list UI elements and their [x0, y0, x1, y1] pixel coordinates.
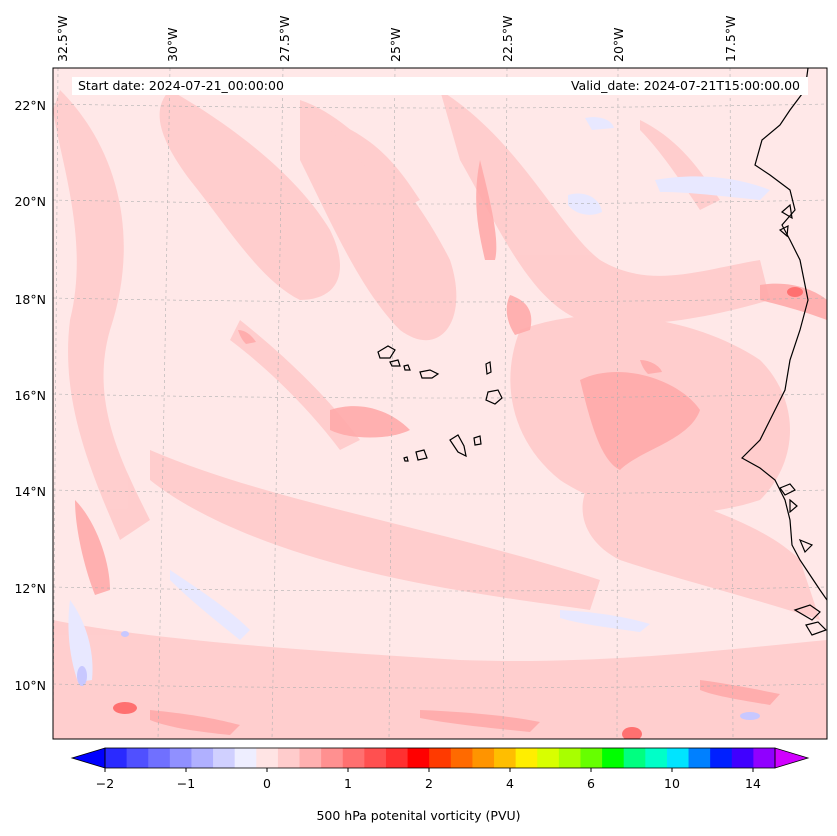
lat-label: 14°N: [14, 484, 46, 499]
colorbar-tick-label: 14: [745, 776, 761, 791]
valid-date: Valid_date: 2024-07-21T15:00:00.00: [570, 78, 800, 93]
lon-label: 20°W: [611, 27, 626, 62]
colorbar-cell: [364, 748, 387, 768]
colorbar-cell: [234, 748, 257, 768]
latitude-labels: 22°N 20°N 18°N 16°N 14°N 12°N 10°N: [14, 98, 46, 693]
colorbar-cell: [558, 748, 581, 768]
lon-label: 27.5°W: [277, 16, 292, 62]
colorbar-outline: [104, 747, 776, 769]
info-banner: Start date: 2024-07-21_00:00:00 Valid_da…: [72, 77, 808, 95]
map-frame: [52, 67, 828, 740]
lon-label: 22.5°W: [500, 16, 515, 62]
colorbar-ticks: [104, 768, 754, 772]
lat-label: 10°N: [14, 678, 46, 693]
colorbar-tick-label: 1: [344, 776, 352, 791]
colorbar-cell: [753, 748, 776, 768]
lon-label: 30°W: [165, 27, 180, 62]
colorbar-cell: [213, 748, 236, 768]
colorbar-cell: [623, 748, 646, 768]
colorbar-cell: [472, 748, 495, 768]
colorbar-label: 500 hPa potenital vorticity (PVU): [316, 808, 521, 823]
colorbar-tick-label: 4: [506, 776, 514, 791]
colorbar: −2 −1 0 1 2 4 6 10 14: [70, 747, 810, 791]
colorbar-cell: [148, 748, 171, 768]
colorbar-cell: [191, 748, 214, 768]
longitude-labels: 32.5°W 30°W 27.5°W 25°W 22.5°W 20°W 17.5…: [55, 16, 738, 62]
colorbar-tick-label: −1: [177, 776, 195, 791]
colorbar-tick-label: 10: [664, 776, 680, 791]
colorbar-tick-labels: −2 −1 0 1 2 4 6 10 14: [96, 776, 761, 791]
colorbar-cell: [126, 748, 149, 768]
colorbar-cell: [602, 748, 625, 768]
colorbar-cell: [450, 748, 473, 768]
colorbar-cell: [580, 748, 603, 768]
colorbar-cell: [537, 748, 560, 768]
coastline: [741, 68, 827, 636]
colorbar-tick-label: 6: [587, 776, 595, 791]
lon-label: 25°W: [388, 27, 403, 62]
colorbar-cell: [666, 748, 690, 768]
lon-label: 17.5°W: [723, 16, 738, 62]
pv-field: [53, 68, 827, 739]
colorbar-cell: [321, 748, 344, 768]
colorbar-cell: [385, 748, 409, 768]
colorbar-cell: [731, 748, 754, 768]
colorbar-cell: [515, 748, 538, 768]
lat-label: 18°N: [14, 292, 46, 307]
colorbar-min-extend: [70, 747, 106, 769]
lon-label: 32.5°W: [55, 16, 70, 62]
start-date: Start date: 2024-07-21_00:00:00: [78, 78, 284, 93]
colorbar-cell: [688, 748, 711, 768]
lat-label: 22°N: [14, 98, 46, 113]
colorbar-cell: [429, 748, 452, 768]
colorbar-cell: [407, 748, 430, 768]
colorbar-tick-label: 0: [263, 776, 271, 791]
lat-label: 16°N: [14, 388, 46, 403]
lat-label: 20°N: [14, 194, 46, 209]
colorbar-cell: [105, 748, 128, 768]
colorbar-cell: [299, 748, 322, 768]
colorbar-cell: [645, 748, 668, 768]
colorbar-cell: [342, 748, 365, 768]
cape-verde-islands: [377, 345, 503, 462]
graticule: [53, 68, 827, 739]
colorbar-cells: [105, 748, 776, 768]
colorbar-tick-label: 2: [425, 776, 433, 791]
colorbar-tick-label: −2: [96, 776, 114, 791]
colorbar-max-extend: [774, 747, 810, 769]
colorbar-cell: [256, 748, 279, 768]
colorbar-cell: [169, 748, 192, 768]
colorbar-cell: [494, 748, 517, 768]
lat-label: 12°N: [14, 581, 46, 596]
colorbar-cell: [277, 748, 301, 768]
colorbar-cell: [710, 748, 733, 768]
